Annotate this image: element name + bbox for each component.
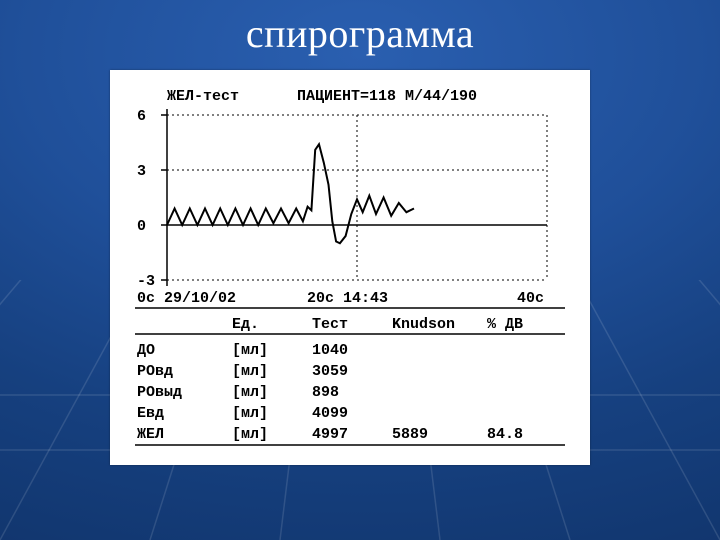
y-tick-label: -3 (137, 273, 155, 290)
chart-header-left: ЖЕЛ-тест (167, 88, 239, 105)
spirogram-panel: ЖЕЛ-тест ПАЦИЕНТ=118 M/44/190 6 3 0 -30с 29/1… (110, 70, 590, 465)
slide-title: спирограмма (0, 10, 720, 57)
table-cell: 1040 (312, 342, 348, 359)
table-cell: [мл] (232, 363, 268, 380)
y-tick-label: 3 (137, 163, 146, 180)
table-cell: 5889 (392, 426, 428, 443)
table-cell: РОвд (137, 363, 173, 380)
table-col-header: Ед. (232, 316, 259, 333)
table-cell: ЖЕЛ (137, 426, 164, 443)
table-cell: Евд (137, 405, 164, 422)
table-cell: 4099 (312, 405, 348, 422)
slide-background: спирограмма ЖЕЛ-тест ПАЦИЕНТ=118 M/44/190… (0, 0, 720, 540)
chart-header-right: ПАЦИЕНТ=118 M/44/190 (297, 88, 477, 105)
table-cell: 3059 (312, 363, 348, 380)
table-col-header: Knudson (392, 316, 455, 333)
table-cell: ДО (137, 342, 155, 359)
spirogram-trace (167, 144, 414, 243)
y-tick-label: 0 (137, 218, 146, 235)
y-tick-label: 6 (137, 108, 146, 125)
table-cell: РОвыд (137, 384, 182, 401)
spirogram-figure: ЖЕЛ-тест ПАЦИЕНТ=118 M/44/190 6 3 0 -30с 29/1… (135, 85, 565, 450)
table-cell: [мл] (232, 384, 268, 401)
x-tick-label: 40с (517, 290, 544, 307)
x-tick-label: 0с 29/10/02 (137, 290, 236, 307)
table-col-header: Тест (312, 316, 348, 333)
table-cell: 84.8 (487, 426, 523, 443)
table-col-header: % ДВ (487, 316, 523, 333)
table-cell: [мл] (232, 426, 268, 443)
x-tick-label: 20с 14:43 (307, 290, 388, 307)
table-cell: [мл] (232, 342, 268, 359)
table-cell: 4997 (312, 426, 348, 443)
table-cell: [мл] (232, 405, 268, 422)
table-cell: 898 (312, 384, 339, 401)
